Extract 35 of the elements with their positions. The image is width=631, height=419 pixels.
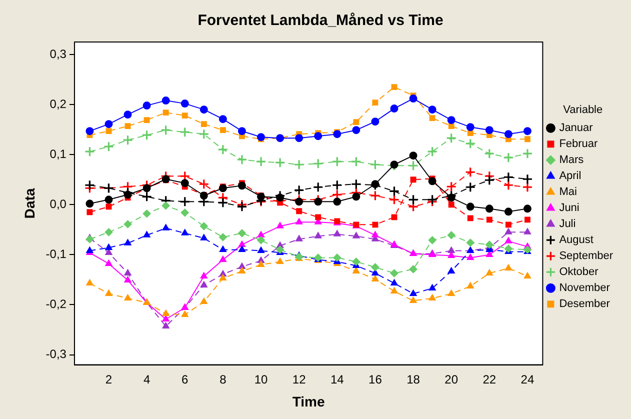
legend-label: September: [559, 250, 614, 262]
x-tick-label: 22: [482, 372, 496, 386]
legend-title: Variable: [563, 104, 603, 116]
x-tick-label: 6: [182, 372, 189, 386]
legend-label: Mars: [559, 154, 584, 166]
x-tick-label: 16: [368, 372, 382, 386]
x-tick-label: 4: [143, 372, 150, 386]
x-tick-label: 18: [406, 372, 420, 386]
y-tick-label: 0,2: [50, 96, 67, 111]
legend-label: Desember: [559, 298, 610, 310]
legend-label: November: [559, 282, 610, 294]
x-tick-label: 10: [254, 372, 268, 386]
y-axis-title: Data: [21, 188, 38, 219]
x-tick-label: 24: [520, 372, 534, 386]
x-tick-label: 20: [444, 372, 458, 386]
legend-label: Mai: [559, 186, 577, 198]
chart-title: Forventet Lambda_Måned vs Time: [198, 12, 444, 30]
x-tick-label: 2: [105, 372, 112, 386]
y-tick-label: 0,0: [50, 196, 67, 211]
legend-label: Oktober: [559, 266, 599, 278]
x-tick-label: 14: [330, 372, 344, 386]
x-tick-label: 12: [292, 372, 306, 386]
y-tick-label: 0,3: [50, 46, 67, 61]
y-tick-label: -0,3: [46, 347, 67, 362]
y-tick-label: 0,1: [50, 146, 67, 161]
x-axis-title: Time: [292, 393, 326, 410]
legend-label: August: [559, 234, 594, 246]
x-tick-label: 8: [220, 372, 227, 386]
y-tick-label: -0,1: [46, 247, 67, 262]
y-tick-label: -0,2: [46, 297, 67, 312]
legend-label: Januar: [559, 122, 594, 134]
legend-label: Februar: [559, 138, 598, 150]
legend-label: Juli: [559, 218, 576, 230]
legend-label: Juni: [559, 202, 580, 214]
legend-label: April: [559, 170, 582, 182]
